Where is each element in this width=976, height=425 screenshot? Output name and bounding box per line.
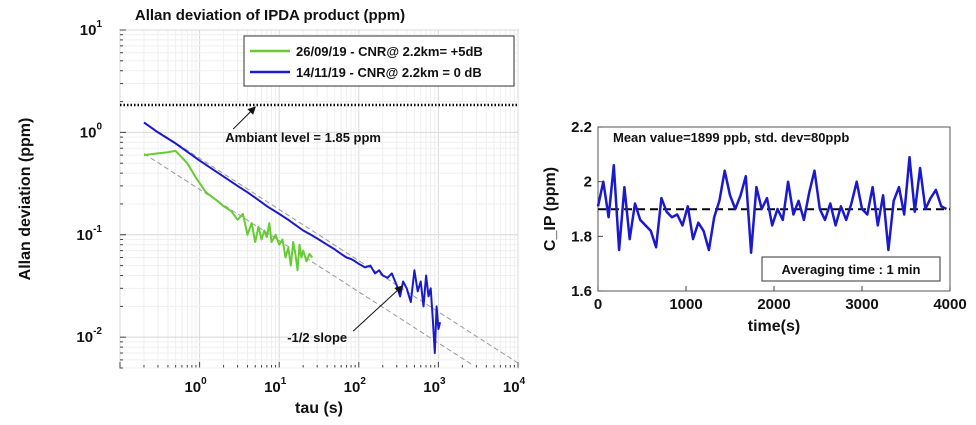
y-tick-label: 101 <box>80 19 103 39</box>
left-x-axis-label: tau (s) <box>295 400 343 417</box>
y-tick-label: 100 <box>80 121 103 141</box>
allan-deviation-chart: Allan deviation of IPDA product (ppm) 10… <box>17 7 526 417</box>
right-y-tick-label: 2.2 <box>571 119 592 136</box>
cip-time-series-chart: 0 1000 2000 3000 4000 2.2 2 1.8 1.6 time(s) C_I… <box>542 119 967 335</box>
y-tick-label: 10-1 <box>76 224 102 244</box>
slope-annotation: -1/2 slope <box>287 330 347 345</box>
right-y-tick-label: 1.6 <box>571 283 592 300</box>
right-y-axis-label: C_IP (ppm) <box>542 167 559 251</box>
x-tick-label: 100 <box>184 376 207 396</box>
x-tick-label: 104 <box>503 376 526 396</box>
legend-entry-2: 14/11/19 - CNR@ 2.2km = 0 dB <box>296 65 482 80</box>
right-series <box>596 155 948 254</box>
left-x-tick-labels: 100 101 102 103 104 <box>184 376 525 396</box>
right-x-tick-label: 3000 <box>845 296 878 313</box>
ambient-level-annotation: Ambiant level = 1.85 ppm <box>225 130 381 145</box>
x-tick-label: 102 <box>344 376 367 396</box>
left-series <box>143 121 442 354</box>
right-y-tick-label: 2 <box>584 174 592 191</box>
averaging-time-annotation: Averaging time : 1 min <box>782 262 921 277</box>
left-y-axis-label: Allan deviation (ppm) <box>17 118 34 281</box>
legend-box <box>243 35 515 87</box>
left-chart-title: Allan deviation of IPDA product (ppm) <box>135 7 405 24</box>
left-annotations: Ambiant level = 1.85 ppm -1/2 slope <box>225 106 403 345</box>
legend-entry-1: 26/09/19 - CNR@ 2.2km= +5dB <box>296 44 483 59</box>
right-x-tick-labels: 0 1000 2000 3000 4000 <box>594 286 967 313</box>
x-tick-label: 103 <box>423 376 446 396</box>
slope-reference-line-0 <box>143 122 519 364</box>
right-x-tick-label: 4000 <box>933 296 966 313</box>
left-legend: 26/09/19 - CNR@ 2.2km= +5dB 14/11/19 - C… <box>243 35 515 87</box>
series-line-2 <box>143 121 442 354</box>
right-x-tick-label: 0 <box>594 296 602 313</box>
cip-series-line <box>596 155 948 254</box>
y-tick-label: 10-2 <box>76 326 102 346</box>
series-line-1 <box>143 149 314 272</box>
slope-arrow <box>352 285 403 332</box>
x-tick-label: 101 <box>264 376 287 396</box>
averaging-time-box <box>761 256 941 282</box>
right-x-tick-label: 1000 <box>669 296 702 313</box>
left-y-tick-labels: 101 100 10-1 10-2 <box>76 19 102 346</box>
right-x-axis-label: time(s) <box>748 318 800 335</box>
right-y-tick-labels: 2.2 2 1.8 1.6 <box>571 119 603 300</box>
right-x-tick-label: 2000 <box>757 296 790 313</box>
ambient-level-arrow <box>232 106 256 130</box>
right-y-tick-label: 1.8 <box>571 228 592 245</box>
mean-value-annotation: Mean value=1899 ppb, std. dev=80ppb <box>613 130 849 145</box>
